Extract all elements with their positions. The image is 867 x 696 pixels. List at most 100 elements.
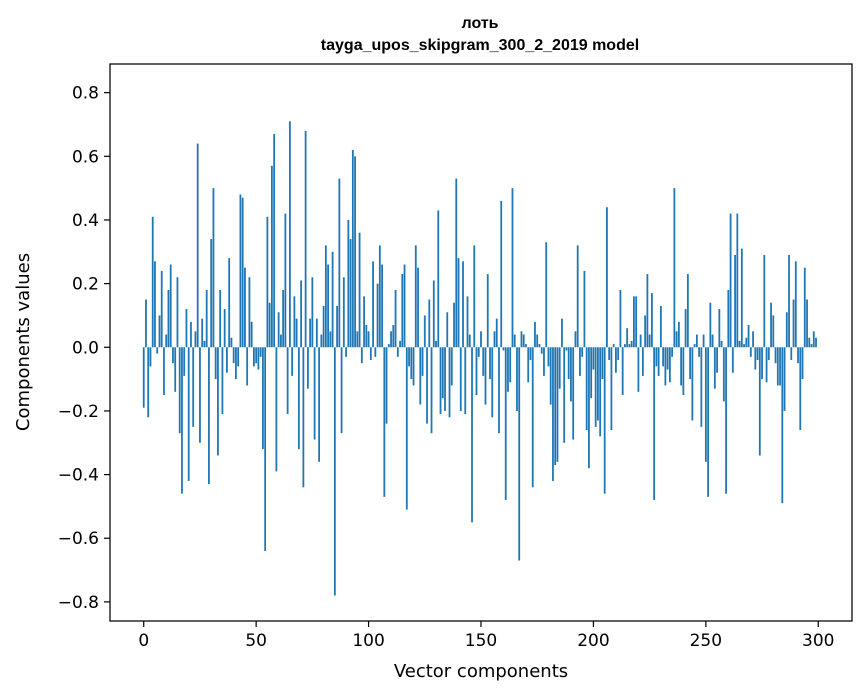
bar — [311, 277, 314, 348]
bar — [349, 239, 352, 348]
bar — [581, 347, 584, 357]
y-tick-label: 0.2 — [72, 275, 99, 295]
bar — [597, 347, 599, 421]
x-tick-label: 50 — [245, 631, 267, 651]
bar — [394, 289, 397, 348]
bar — [318, 347, 321, 462]
bar — [333, 347, 336, 596]
bar — [810, 344, 813, 348]
bar — [682, 347, 685, 396]
bar — [185, 309, 188, 348]
bar — [808, 337, 811, 348]
bar — [279, 334, 282, 348]
bar — [151, 216, 154, 348]
bar — [300, 280, 303, 348]
bar — [441, 347, 444, 399]
bar — [720, 340, 723, 348]
bar — [588, 347, 590, 469]
bar — [803, 267, 806, 348]
bar — [219, 289, 222, 348]
bar — [758, 347, 761, 456]
bar — [576, 245, 579, 348]
bar — [338, 178, 341, 348]
bar — [702, 334, 705, 348]
bar — [797, 347, 799, 364]
bar — [767, 347, 770, 360]
x-axis-ticks: 0 50 100 150 200 250 300 — [138, 621, 834, 651]
bar — [725, 347, 727, 494]
bar — [633, 296, 635, 348]
bar — [250, 321, 253, 348]
bar — [504, 347, 507, 501]
bar — [612, 344, 615, 348]
bar — [340, 347, 343, 434]
bar — [621, 347, 624, 396]
bar — [500, 200, 503, 348]
bar — [628, 344, 631, 348]
bar — [734, 254, 736, 348]
bar — [351, 149, 354, 348]
bar — [408, 347, 410, 367]
bar — [167, 289, 170, 348]
y-tick-label: 0.4 — [72, 211, 99, 231]
bar — [516, 347, 518, 411]
bar — [763, 254, 766, 348]
bar — [214, 347, 217, 380]
bar — [426, 347, 428, 424]
bar — [194, 331, 197, 348]
bar — [399, 340, 401, 348]
bar — [531, 347, 534, 488]
bar — [192, 347, 195, 427]
bar — [417, 267, 419, 348]
bar — [178, 347, 181, 434]
x-tick-label: 250 — [690, 631, 722, 651]
bar — [342, 277, 345, 348]
bar — [650, 293, 653, 348]
bar — [412, 347, 415, 386]
bar — [410, 347, 413, 380]
bar — [518, 347, 521, 561]
bar — [221, 347, 224, 415]
y-tick-label: −0.2 — [58, 402, 99, 422]
bar — [624, 344, 626, 348]
bar — [776, 347, 779, 386]
bar — [354, 156, 356, 348]
bar — [405, 347, 408, 510]
bar — [801, 347, 804, 380]
bar — [675, 331, 678, 348]
bar — [464, 347, 467, 415]
bar — [513, 334, 516, 348]
plot-frame — [109, 63, 853, 622]
bar — [304, 130, 307, 348]
bar — [446, 312, 449, 348]
bar — [565, 347, 568, 351]
bar — [583, 270, 586, 348]
bar — [165, 334, 168, 348]
bar — [740, 248, 743, 348]
bar — [322, 305, 325, 348]
bar — [477, 347, 480, 357]
bar — [320, 334, 323, 348]
bar — [390, 331, 392, 348]
bar — [626, 328, 629, 348]
bar — [815, 337, 817, 348]
bar — [489, 347, 491, 380]
bar — [673, 188, 676, 348]
bar — [745, 337, 748, 348]
bar — [365, 324, 368, 348]
bar — [358, 232, 361, 348]
y-tick-label: −0.4 — [58, 466, 99, 486]
bar — [331, 251, 334, 348]
bar — [462, 261, 464, 348]
bar — [662, 347, 665, 367]
bar — [264, 347, 267, 551]
bar — [275, 347, 278, 472]
bar — [547, 347, 550, 367]
bar — [172, 347, 174, 364]
bar — [401, 274, 404, 348]
bar — [376, 283, 379, 348]
bar — [381, 264, 383, 348]
bar — [799, 347, 802, 431]
bar — [783, 347, 786, 411]
bar — [727, 289, 730, 348]
